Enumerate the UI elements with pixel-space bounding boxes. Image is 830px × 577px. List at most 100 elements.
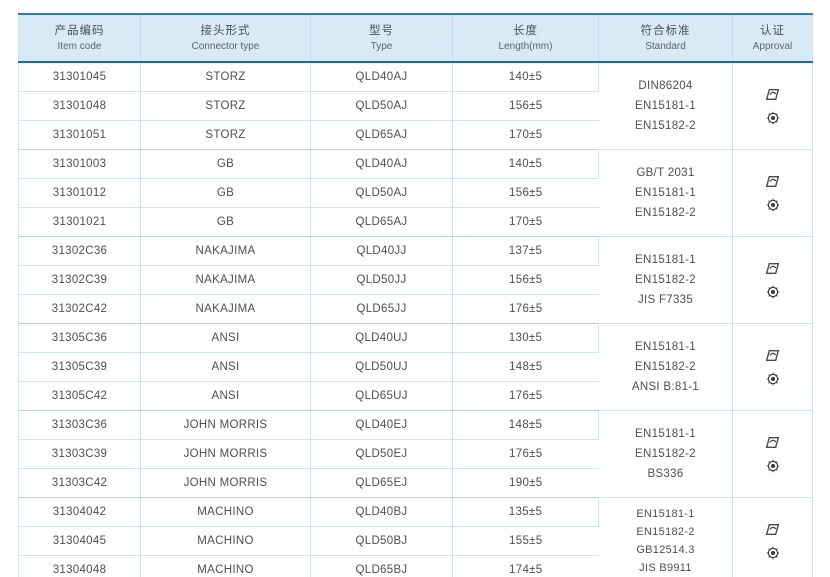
table-row: 31303C36 JOHN MORRIS QLD40EJ 148±5 EN15181-1…: [18, 410, 813, 498]
type-cell: QLD40JJ: [310, 236, 453, 266]
type-cell: QLD40AJ: [310, 149, 453, 179]
connector-type-cell: STORZ: [140, 62, 311, 92]
connector-type-cell: NAKAJIMA: [140, 294, 311, 324]
type-cell: QLD50BJ: [310, 526, 453, 556]
standard-cell: DIN86204 EN15181-1 EN15182-2: [598, 62, 733, 150]
type-cell: QLD50AJ: [310, 91, 453, 121]
table-row: 31304045 MACHINO QLD50BJ 155±5: [18, 526, 813, 556]
column-header: 产品编码 Item code: [18, 14, 141, 63]
table-row: 31305C39 ANSI QLD50UJ 148±5: [18, 352, 813, 382]
wheelmark-icon: [766, 198, 780, 212]
type-cell: QLD50UJ: [310, 352, 453, 382]
item-code-cell: 31302C36: [18, 236, 141, 266]
length-cell: 176±5: [452, 439, 599, 469]
length-cell: 155±5: [452, 526, 599, 556]
standard-cell: EN15181-1 EN15182-2 GB12514.3 JIS B9911: [598, 497, 733, 577]
certificate-icon: [764, 261, 781, 276]
connector-type-cell: JOHN MORRIS: [140, 439, 311, 469]
type-cell: QLD65JJ: [310, 294, 453, 324]
length-cell: 156±5: [452, 265, 599, 295]
approval-cell: [732, 149, 813, 237]
standard-line: EN15181-1: [635, 187, 696, 199]
standard-line: EN15182-2: [635, 448, 696, 460]
type-cell: QLD40UJ: [310, 323, 453, 353]
table-row: 31301048 STORZ QLD50AJ 156±5: [18, 91, 813, 121]
column-header: 长度 Length(mm): [452, 14, 599, 63]
connector-type-cell: NAKAJIMA: [140, 265, 311, 295]
standard-line: EN15181-1: [635, 428, 696, 440]
table-row: 31303C39 JOHN MORRIS QLD50EJ 176±5: [18, 439, 813, 469]
standard-cell: EN15181-1 EN15182-2 ANSI B:81-1: [598, 323, 733, 411]
length-cell: 176±5: [452, 294, 599, 324]
item-code-cell: 31303C39: [18, 439, 141, 469]
item-code-cell: 31301012: [18, 178, 141, 208]
standard-line: JIS B9911: [639, 562, 692, 574]
item-code-cell: 31301048: [18, 91, 141, 121]
length-cell: 130±5: [452, 323, 599, 353]
connector-type-cell: STORZ: [140, 120, 311, 150]
connector-type-cell: ANSI: [140, 381, 311, 411]
item-code-cell: 31304042: [18, 497, 141, 527]
header-zh-label: 符合标准: [640, 24, 691, 37]
length-cell: 148±5: [452, 410, 599, 440]
certificate-icon: [764, 87, 781, 102]
standard-line: EN15182-2: [635, 361, 696, 373]
approval-cell: [732, 323, 813, 411]
standard-cell: EN15181-1 EN15182-2 JIS F7335: [598, 236, 733, 324]
length-cell: 174±5: [452, 555, 599, 577]
certificate-icon: [764, 435, 781, 450]
type-cell: QLD40EJ: [310, 410, 453, 440]
type-cell: QLD65AJ: [310, 120, 453, 150]
item-code-cell: 31303C36: [18, 410, 141, 440]
item-code-cell: 31301003: [18, 149, 141, 179]
table-row: 31305C42 ANSI QLD65UJ 176±5: [18, 381, 813, 411]
column-header: 认证 Approval: [732, 14, 813, 63]
item-code-cell: 31305C42: [18, 381, 141, 411]
wheelmark-icon: [766, 459, 780, 473]
standard-line: EN15182-2: [635, 120, 696, 132]
table-row: 31304048 MACHINO QLD65BJ 174±5: [18, 555, 813, 577]
approval-icon-stack: [733, 498, 812, 577]
column-header: 符合标准 Standard: [598, 14, 733, 63]
wheelmark-icon: [766, 372, 780, 386]
table-row: 31301021 GB QLD65AJ 170±5: [18, 207, 813, 237]
approval-cell: [732, 236, 813, 324]
table-row: 31304042 MACHINO QLD40BJ 135±5 EN15181-1 EN15…: [18, 497, 813, 577]
standard-line: EN15181-1: [635, 100, 696, 112]
standard-line: EN15181-1: [635, 254, 696, 266]
item-code-cell: 31305C39: [18, 352, 141, 382]
approval-icon-stack: [733, 63, 812, 149]
table-row: 31303C42 JOHN MORRIS QLD65EJ 190±5: [18, 468, 813, 498]
type-cell: QLD65EJ: [310, 468, 453, 498]
header-en-label: Approval: [752, 40, 793, 52]
approval-cell: [732, 410, 813, 498]
item-code-cell: 31301045: [18, 62, 141, 92]
approval-icon-stack: [733, 324, 812, 410]
type-cell: QLD65AJ: [310, 207, 453, 237]
table-body: 31301045 STORZ QLD40AJ 140±5 DIN86204 EN15181…: [18, 62, 813, 577]
length-cell: 156±5: [452, 178, 599, 208]
item-code-cell: 31303C42: [18, 468, 141, 498]
table-row: 31302C42 NAKAJIMA QLD65JJ 176±5: [18, 294, 813, 324]
connector-type-cell: STORZ: [140, 91, 311, 121]
header-zh-label: 型号: [369, 24, 394, 37]
item-code-cell: 31305C36: [18, 323, 141, 353]
standard-line: BS336: [647, 468, 684, 480]
approval-icon-stack: [733, 411, 812, 497]
item-code-cell: 31301051: [18, 120, 141, 150]
length-cell: 176±5: [452, 381, 599, 411]
type-cell: QLD65UJ: [310, 381, 453, 411]
connector-type-cell: GB: [140, 178, 311, 208]
table-row: 31305C36 ANSI QLD40UJ 130±5 EN15181-1 EN15182…: [18, 323, 813, 411]
header-zh-label: 认证: [760, 24, 785, 37]
wheelmark-icon: [766, 285, 780, 299]
table-row: 31302C39 NAKAJIMA QLD50JJ 156±5: [18, 265, 813, 295]
approval-icon-stack: [733, 237, 812, 323]
table-row: 31302C36 NAKAJIMA QLD40JJ 137±5 EN15181-1 EN1…: [18, 236, 813, 324]
length-cell: 137±5: [452, 236, 599, 266]
header-zh-label: 产品编码: [54, 24, 105, 37]
connector-type-cell: ANSI: [140, 352, 311, 382]
connector-type-cell: JOHN MORRIS: [140, 410, 311, 440]
header-row: 产品编码 Item code 接头形式 Connector type 型号 Type 长度 L…: [18, 14, 813, 63]
